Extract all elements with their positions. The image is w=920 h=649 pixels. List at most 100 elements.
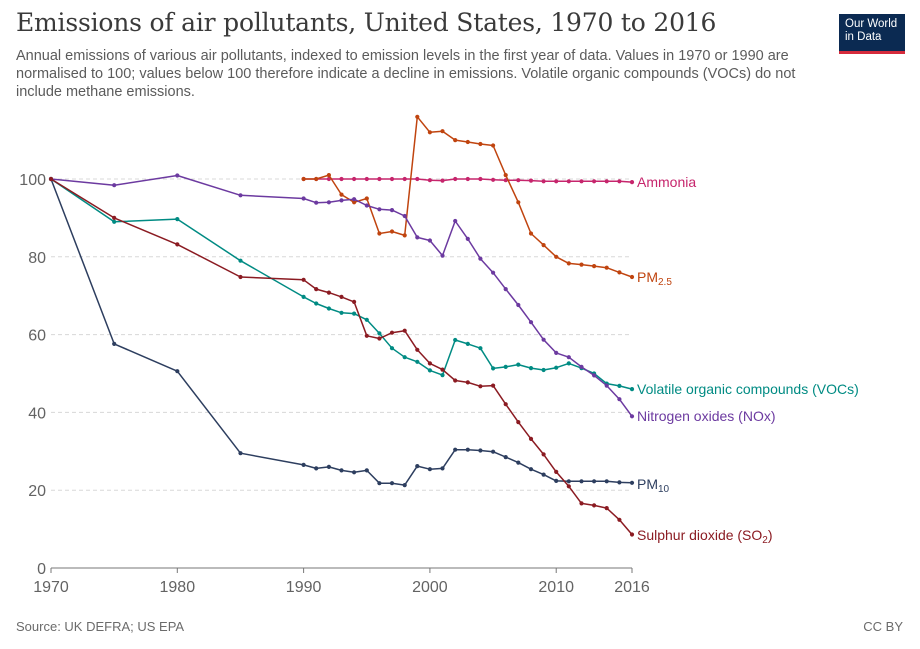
data-point[interactable] (478, 346, 483, 351)
data-point[interactable] (478, 141, 483, 147)
data-point[interactable] (339, 310, 344, 315)
data-point[interactable] (592, 479, 597, 484)
data-point[interactable] (364, 203, 369, 208)
data-point[interactable] (339, 198, 344, 203)
data-point[interactable] (566, 179, 571, 184)
data-point[interactable] (592, 264, 597, 269)
data-point[interactable] (440, 466, 445, 471)
data-point[interactable] (364, 317, 369, 322)
data-point[interactable] (465, 380, 470, 385)
data-point[interactable] (491, 383, 496, 388)
data-point[interactable] (339, 192, 344, 197)
data-point[interactable] (377, 231, 382, 236)
data-point[interactable] (238, 451, 243, 456)
data-point[interactable] (389, 330, 395, 335)
data-point[interactable] (503, 287, 508, 292)
owid-logo[interactable]: Our World in Data (839, 14, 905, 54)
data-point[interactable] (427, 178, 432, 183)
data-point[interactable] (617, 383, 622, 388)
data-point[interactable] (440, 367, 445, 372)
data-point[interactable] (478, 176, 483, 182)
data-point[interactable] (528, 320, 534, 325)
data-point[interactable] (592, 179, 597, 184)
series-label[interactable]: Nitrogen oxides (NOx) (637, 408, 776, 424)
data-point[interactable] (301, 277, 306, 282)
data-point[interactable] (440, 178, 445, 183)
data-point[interactable] (402, 233, 407, 238)
data-point[interactable] (465, 176, 470, 182)
data-point[interactable] (604, 179, 609, 184)
data-point[interactable] (566, 484, 571, 489)
data-point[interactable] (389, 176, 395, 182)
series-label[interactable]: Ammonia (637, 174, 696, 190)
data-point[interactable] (554, 179, 559, 184)
data-point[interactable] (453, 138, 458, 143)
data-point[interactable] (453, 378, 458, 383)
data-point[interactable] (415, 114, 420, 119)
data-point[interactable] (314, 287, 319, 292)
data-point[interactable] (301, 176, 306, 182)
data-point[interactable] (440, 253, 445, 258)
data-point[interactable] (604, 265, 609, 270)
data-point[interactable] (301, 294, 306, 299)
data-point[interactable] (541, 179, 546, 184)
data-point[interactable] (579, 364, 584, 369)
data-point[interactable] (175, 242, 180, 247)
data-point[interactable] (402, 213, 407, 219)
data-point[interactable] (402, 328, 407, 333)
data-point[interactable] (516, 460, 521, 465)
data-point[interactable] (604, 479, 609, 484)
data-point[interactable] (352, 299, 357, 304)
data-point[interactable] (566, 479, 571, 484)
data-point[interactable] (352, 470, 357, 475)
series-label[interactable]: PM2.5 (637, 269, 672, 288)
series-line[interactable] (50, 178, 633, 390)
data-point[interactable] (326, 290, 331, 295)
data-point[interactable] (48, 176, 54, 182)
data-point[interactable] (377, 481, 382, 486)
data-point[interactable] (465, 139, 470, 145)
data-point[interactable] (301, 462, 306, 467)
data-point[interactable] (175, 369, 180, 374)
data-point[interactable] (541, 472, 546, 477)
data-point[interactable] (579, 262, 584, 267)
data-point[interactable] (352, 200, 357, 205)
series-label[interactable]: Volatile organic compounds (VOCs) (637, 381, 859, 397)
data-point[interactable] (579, 479, 584, 484)
data-point[interactable] (402, 483, 407, 488)
data-point[interactable] (617, 517, 622, 522)
data-point[interactable] (112, 219, 117, 224)
data-point[interactable] (112, 215, 117, 220)
data-point[interactable] (415, 347, 420, 352)
data-point[interactable] (415, 235, 420, 240)
data-point[interactable] (326, 200, 331, 205)
data-point[interactable] (339, 468, 344, 473)
data-point[interactable] (566, 361, 571, 366)
data-point[interactable] (453, 447, 458, 452)
data-point[interactable] (427, 368, 432, 373)
data-point[interactable] (389, 346, 395, 351)
data-point[interactable] (617, 397, 622, 402)
data-point[interactable] (352, 197, 357, 202)
data-point[interactable] (465, 236, 470, 241)
data-point[interactable] (528, 231, 534, 236)
data-point[interactable] (175, 217, 180, 222)
data-point[interactable] (364, 468, 369, 473)
data-point[interactable] (629, 180, 635, 185)
data-point[interactable] (629, 414, 635, 419)
data-point[interactable] (377, 207, 382, 212)
data-point[interactable] (516, 420, 521, 425)
data-point[interactable] (554, 478, 559, 483)
data-point[interactable] (503, 402, 508, 407)
data-point[interactable] (364, 196, 369, 201)
data-point[interactable] (491, 143, 496, 148)
data-point[interactable] (516, 362, 521, 367)
series-line[interactable] (50, 178, 633, 535)
data-point[interactable] (389, 208, 395, 213)
data-point[interactable] (629, 387, 635, 392)
data-point[interactable] (541, 452, 546, 457)
data-point[interactable] (617, 270, 622, 275)
data-point[interactable] (377, 336, 382, 341)
data-point[interactable] (465, 341, 470, 346)
data-point[interactable] (491, 366, 496, 371)
